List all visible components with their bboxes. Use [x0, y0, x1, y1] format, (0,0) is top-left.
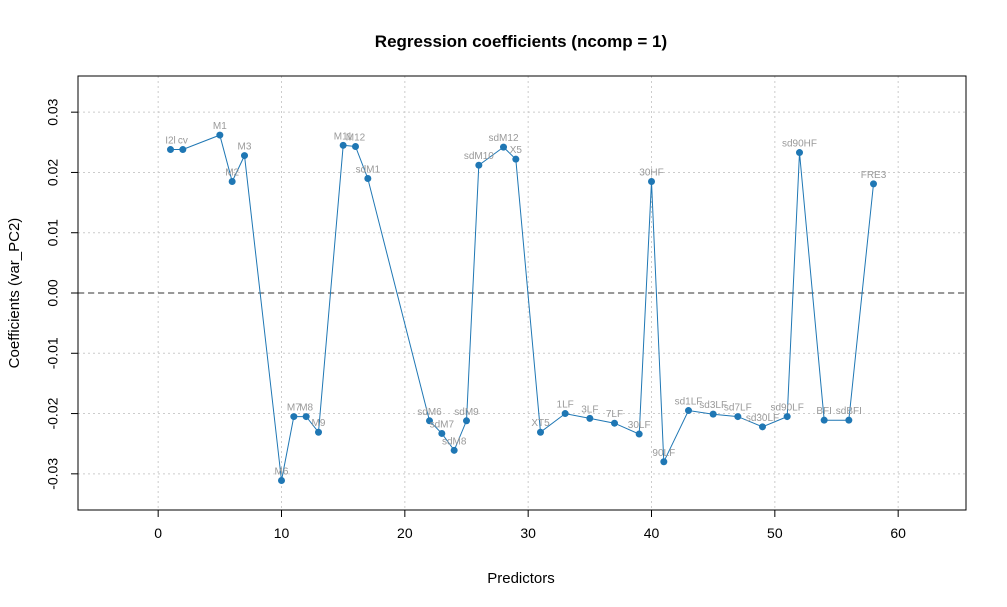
data-point	[290, 413, 298, 421]
data-point	[352, 143, 359, 151]
data-point	[500, 143, 507, 151]
point-label: 7LF	[606, 409, 623, 420]
data-point	[845, 416, 853, 424]
point-label: 3LF	[581, 404, 598, 415]
point-label: M2	[225, 167, 239, 178]
x-tick-label: 10	[274, 525, 290, 541]
point-label: sdM1	[356, 164, 381, 175]
data-point	[611, 419, 618, 427]
point-label: M12	[346, 133, 366, 144]
chart-title: Regression coefficients (ncomp = 1)	[375, 32, 667, 51]
data-point	[179, 146, 187, 154]
point-label: 30HF	[639, 167, 663, 178]
y-axis-label: Coefficients (var_PC2)	[6, 218, 23, 369]
point-label: sd3LF	[699, 400, 727, 411]
point-label: I2l	[165, 136, 176, 147]
data-point	[463, 417, 470, 425]
point-label: sd90HF	[782, 139, 817, 150]
point-label: sdM6	[417, 407, 442, 418]
data-point	[339, 141, 347, 149]
data-point	[759, 423, 766, 431]
point-label: sd1LF	[675, 397, 703, 408]
data-point	[537, 428, 544, 436]
point-label: M1	[213, 121, 227, 132]
y-tick-label: 0.02	[45, 159, 61, 186]
point-label: XT5	[531, 418, 550, 429]
point-label: sdM8	[442, 436, 467, 447]
point-label: X5	[510, 145, 523, 156]
point-label: BFI	[816, 406, 832, 417]
point-label: M11	[334, 131, 353, 142]
y-tick-label: 0.00	[45, 279, 61, 306]
point-label: sdM10	[464, 151, 494, 162]
point-label: M9	[312, 418, 326, 429]
x-tick-label: 20	[397, 525, 413, 541]
data-point	[685, 407, 692, 415]
data-point	[561, 410, 569, 418]
coefficient-series-line	[170, 134, 874, 481]
point-label: sd90LF	[770, 403, 803, 414]
x-tick-label: 60	[890, 525, 906, 541]
data-points	[167, 131, 877, 484]
point-label: 30LF	[628, 420, 651, 431]
x-axis-label: Predictors	[487, 570, 555, 587]
y-tick-label: -0.03	[45, 458, 61, 490]
data-point	[783, 413, 791, 421]
x-axis: 0 10 20 30 40 50 60	[154, 510, 906, 541]
point-label: sd7LF	[724, 403, 752, 414]
data-point	[241, 152, 248, 160]
data-point	[438, 429, 446, 437]
data-point	[870, 180, 877, 188]
y-tick-label: 0.01	[45, 219, 61, 246]
point-label: sdBFI	[836, 406, 862, 417]
data-point	[512, 155, 520, 163]
x-tick-label: 50	[767, 525, 783, 541]
point-label: sd30LF	[746, 413, 779, 424]
data-point	[475, 161, 483, 169]
x-tick-label: 0	[154, 525, 162, 541]
data-point	[426, 417, 433, 425]
point-label: sdM12	[488, 133, 518, 144]
data-point	[364, 174, 372, 182]
data-point	[228, 177, 236, 185]
data-point	[302, 413, 310, 421]
data-point	[648, 177, 655, 185]
point-label: 1LF	[557, 400, 574, 411]
y-axis: -0.03 -0.02 -0.01 0.00 0.01 0.02 0.03	[45, 98, 78, 490]
point-label: FRE3	[861, 170, 887, 181]
y-tick-label: 0.03	[45, 98, 61, 125]
x-tick-label: 40	[644, 525, 660, 541]
data-point	[660, 458, 668, 466]
point-label: M8	[299, 403, 313, 414]
data-point	[586, 414, 594, 422]
point-label: 90LF	[652, 448, 675, 459]
point-label: M7	[287, 403, 301, 414]
point-label: sdM9	[454, 407, 479, 418]
data-point	[315, 428, 322, 436]
data-point	[635, 430, 643, 438]
data-point	[796, 149, 803, 157]
y-tick-label: -0.01	[45, 337, 61, 369]
point-label: M3	[238, 142, 252, 153]
data-point	[450, 446, 458, 454]
data-point	[820, 416, 828, 424]
data-point	[167, 146, 174, 154]
y-tick-label: -0.02	[45, 397, 61, 429]
point-label: sdM7	[430, 419, 455, 430]
point-label: M6	[275, 466, 289, 477]
point-label: cv	[178, 136, 188, 147]
point-labels: I2l cvM1M2M3M6M7M8M9M11M12sdM1sdM6sdM7sdM…	[165, 121, 887, 477]
data-point	[216, 131, 224, 139]
x-tick-label: 30	[520, 525, 536, 541]
data-point	[709, 410, 717, 418]
data-point	[278, 476, 285, 484]
data-point	[734, 413, 742, 421]
